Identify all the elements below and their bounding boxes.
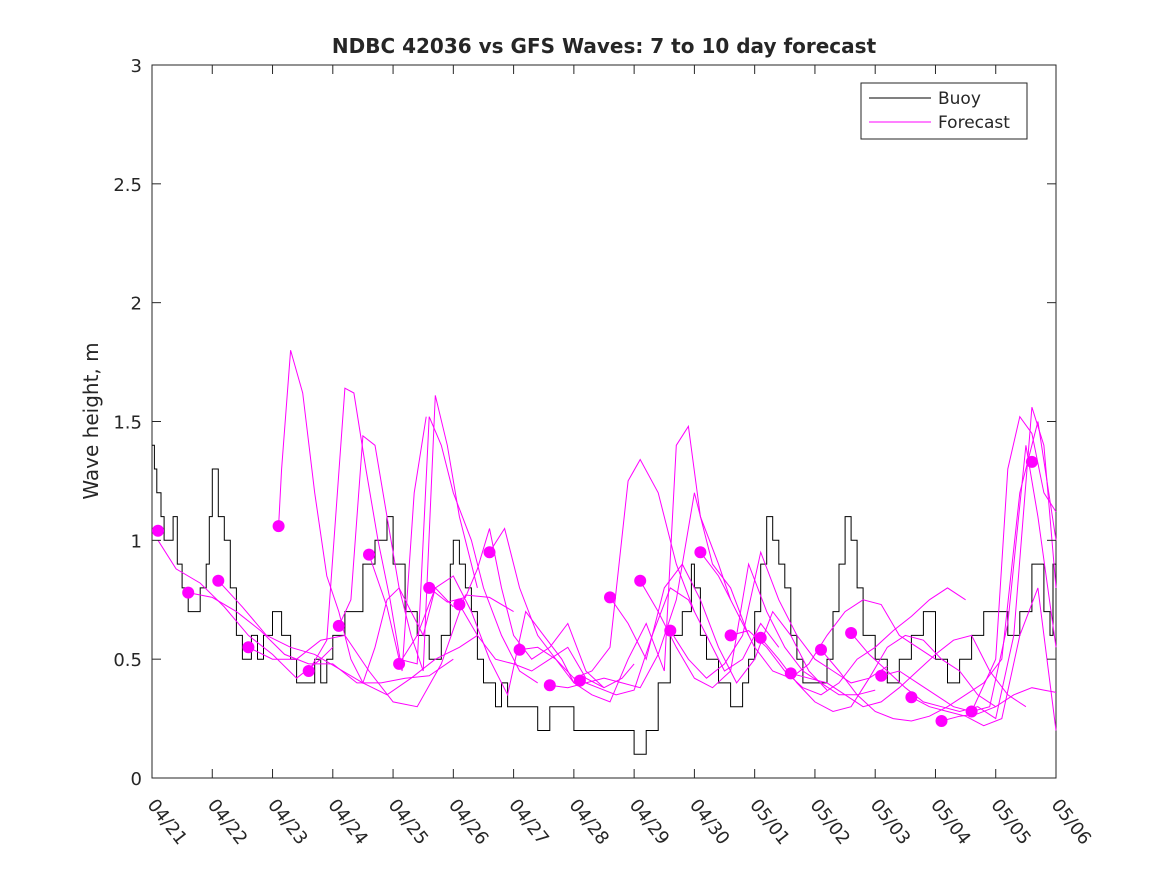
forecast-series-line-26 <box>911 587 1057 731</box>
forecast-series-line-6 <box>308 387 427 672</box>
y-tick-label-3: 1.5 <box>113 413 142 434</box>
forecast-start-marker-0 <box>152 524 164 537</box>
forecast-series-line-24 <box>850 407 1057 720</box>
forecast-start-marker-12 <box>513 643 526 656</box>
y-tick-label-1: 0.5 <box>113 650 142 671</box>
forecast-start-marker-2 <box>212 574 225 587</box>
forecast-start-marker-22 <box>815 643 827 656</box>
legend-box <box>860 82 1028 140</box>
forecast-series-line-3 <box>217 580 478 696</box>
forecast-start-marker-26 <box>935 715 948 727</box>
forecast-start-marker-23 <box>845 627 858 639</box>
forecast-series-line-20 <box>730 587 966 696</box>
forecast-start-marker-14 <box>573 674 586 687</box>
series-layer <box>152 350 1057 755</box>
forecast-start-marker-21 <box>784 667 797 680</box>
buoy-series-line <box>152 444 1057 755</box>
forecast-series-line-17 <box>639 562 876 696</box>
forecast-start-marker-13 <box>543 679 556 692</box>
forecast-series-line-8 <box>368 416 538 684</box>
forecast-start-marker-1 <box>182 586 195 599</box>
y-tick-label-6: 3 <box>131 56 142 77</box>
y-tick-label-5: 2.5 <box>113 175 142 196</box>
forecast-series-line-28 <box>971 415 1057 712</box>
forecast-series-line-1 <box>157 540 334 679</box>
forecast-start-marker-3 <box>242 641 255 654</box>
forecast-start-marker-19 <box>724 629 737 642</box>
forecast-series-line-12 <box>489 458 695 679</box>
forecast-series-line-4 <box>248 594 514 708</box>
legend-buoy-label: Buoy <box>938 89 981 109</box>
forecast-series-line-7 <box>338 395 478 672</box>
forecast-start-marker-17 <box>664 624 677 637</box>
forecast-start-marker-27 <box>965 705 978 718</box>
forecast-series-line-27 <box>941 687 1057 722</box>
forecast-series-line-16 <box>609 563 828 691</box>
y-tick-label-0: 0 <box>131 769 142 790</box>
forecast-series-line-22 <box>790 634 1027 708</box>
y-tick-label-4: 2 <box>131 294 142 315</box>
forecast-series-line-5 <box>278 350 454 685</box>
forecast-start-marker-5 <box>302 665 315 677</box>
forecast-start-marker-10 <box>453 598 466 611</box>
forecast-start-marker-24 <box>875 669 888 682</box>
y-axis-label: Wave height, m <box>79 342 103 499</box>
marker-layer <box>152 455 1038 727</box>
y-tick-label-2: 1 <box>131 531 142 552</box>
forecast-start-marker-15 <box>604 591 616 604</box>
forecast-start-marker-9 <box>423 581 436 594</box>
forecast-start-marker-20 <box>754 631 767 644</box>
forecast-series-line-15 <box>579 587 780 696</box>
forecast-extra-marker-0 <box>1025 455 1038 468</box>
forecast-start-marker-7 <box>363 548 375 561</box>
forecast-start-marker-4 <box>272 520 285 533</box>
plot-area <box>151 64 1057 779</box>
forecast-start-marker-16 <box>634 574 647 587</box>
forecast-start-marker-25 <box>905 691 918 704</box>
forecast-series-line-23 <box>820 421 1057 722</box>
legend: Buoy Forecast <box>860 82 1028 140</box>
forecast-start-marker-6 <box>332 619 345 632</box>
forecast-series-line-11 <box>458 604 635 689</box>
forecast-series-line-18 <box>669 550 888 684</box>
forecast-start-marker-8 <box>393 657 406 670</box>
forecast-start-marker-11 <box>483 546 496 559</box>
forecast-series-line-9 <box>398 575 575 697</box>
forecast-series-line-10 <box>428 528 605 689</box>
forecast-start-marker-18 <box>694 546 707 559</box>
chart-title: NDBC 42036 vs GFS Waves: 7 to 10 day for… <box>332 34 877 58</box>
legend-forecast-label: Forecast <box>938 113 1010 133</box>
forecast-series-line-2 <box>188 592 454 684</box>
